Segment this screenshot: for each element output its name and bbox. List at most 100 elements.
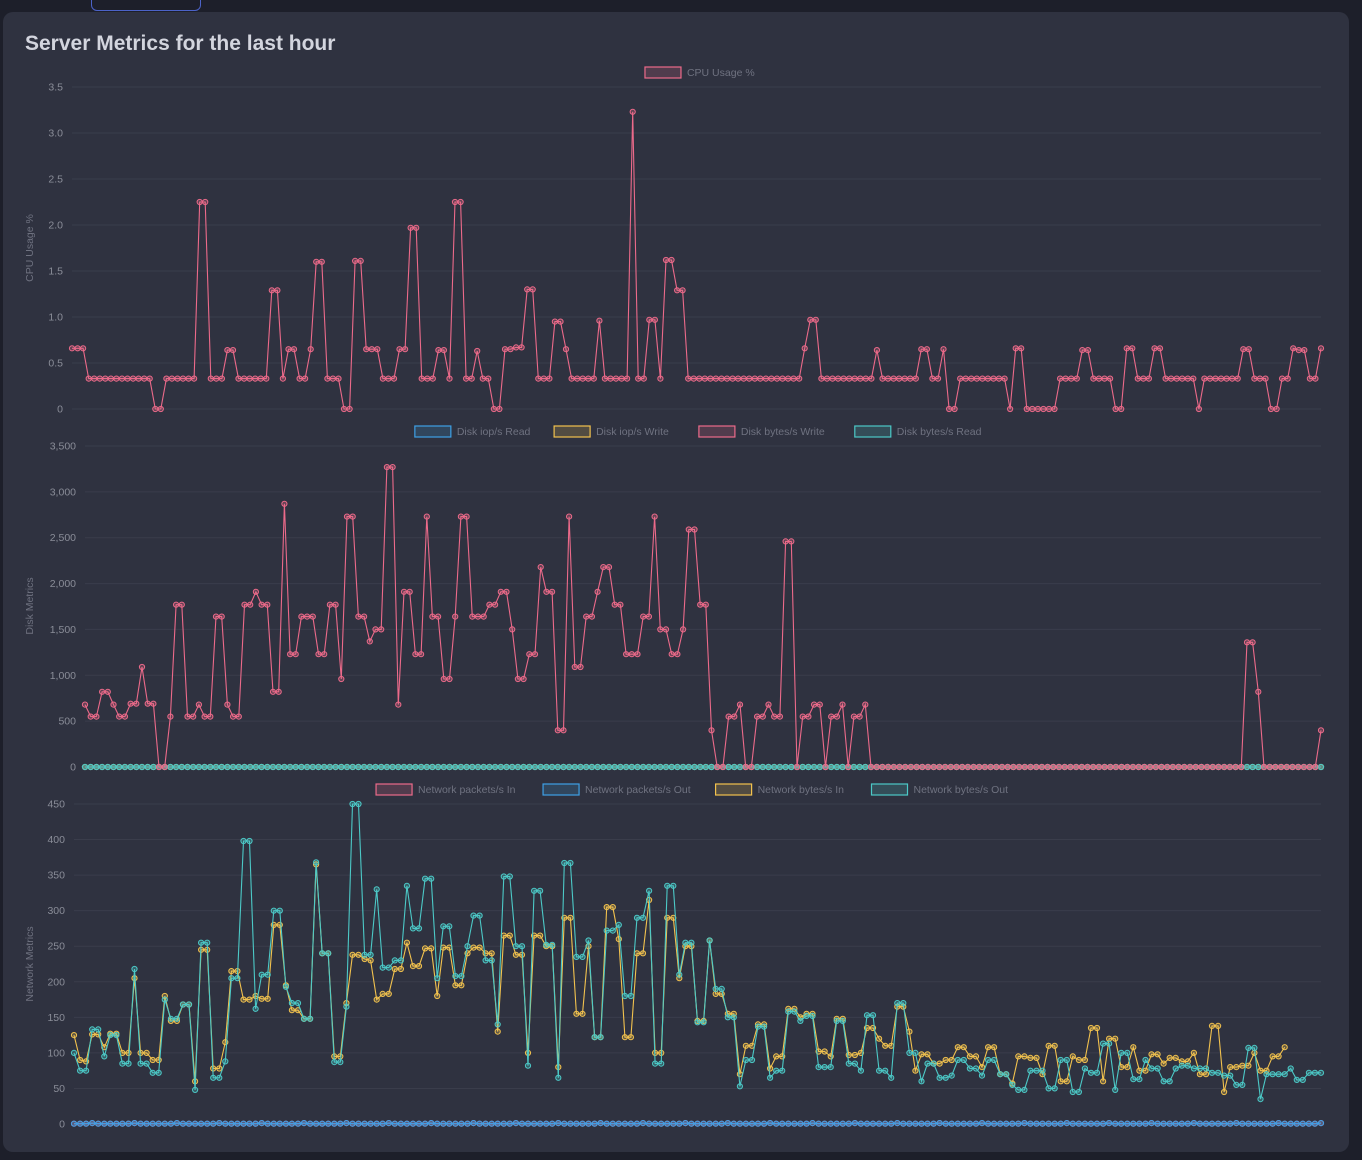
data-point[interactable] <box>657 626 664 633</box>
data-point[interactable] <box>269 763 277 771</box>
data-point[interactable] <box>96 375 103 382</box>
data-point[interactable] <box>93 763 100 771</box>
data-point[interactable] <box>89 1120 96 1127</box>
data-point[interactable] <box>771 763 778 771</box>
data-point[interactable] <box>801 345 808 352</box>
data-point[interactable] <box>1073 375 1080 382</box>
data-point[interactable] <box>773 375 781 382</box>
data-point[interactable] <box>840 375 847 382</box>
data-point[interactable] <box>845 1120 852 1127</box>
data-point[interactable] <box>596 317 603 324</box>
data-point[interactable] <box>429 763 436 771</box>
data-point[interactable] <box>742 1120 750 1127</box>
data-point[interactable] <box>137 1120 144 1127</box>
data-point[interactable] <box>113 375 120 382</box>
data-point[interactable] <box>577 663 584 671</box>
data-point[interactable] <box>1015 1053 1022 1060</box>
data-point[interactable] <box>863 1012 871 1019</box>
data-point[interactable] <box>269 688 277 695</box>
data-point[interactable] <box>179 1001 187 1008</box>
data-point[interactable] <box>779 1067 786 1074</box>
data-point[interactable] <box>1287 1065 1294 1072</box>
data-point[interactable] <box>107 1032 114 1039</box>
data-point[interactable] <box>400 763 408 771</box>
data-point[interactable] <box>121 713 129 720</box>
data-point[interactable] <box>651 316 659 323</box>
data-point[interactable] <box>621 1034 629 1041</box>
data-point[interactable] <box>664 914 671 921</box>
data-point[interactable] <box>884 375 892 382</box>
data-point[interactable] <box>1233 1064 1240 1071</box>
data-point[interactable] <box>888 1042 895 1049</box>
data-point[interactable] <box>403 882 410 889</box>
data-point[interactable] <box>531 763 539 771</box>
data-point[interactable] <box>509 763 516 771</box>
data-point[interactable] <box>623 651 630 658</box>
data-point[interactable] <box>1148 1051 1155 1058</box>
data-point[interactable] <box>1003 1120 1010 1127</box>
data-point[interactable] <box>292 763 299 771</box>
data-point[interactable] <box>1129 763 1137 771</box>
data-point[interactable] <box>383 763 390 771</box>
data-point[interactable] <box>1233 1120 1240 1127</box>
data-point[interactable] <box>113 1032 120 1039</box>
data-point[interactable] <box>633 1120 641 1127</box>
data-point[interactable] <box>195 763 202 771</box>
data-point[interactable] <box>1027 1054 1034 1062</box>
data-point[interactable] <box>1051 1085 1058 1092</box>
data-point[interactable] <box>827 1120 834 1127</box>
data-point[interactable] <box>372 626 379 633</box>
data-point[interactable] <box>1057 375 1064 382</box>
data-point[interactable] <box>863 1120 871 1127</box>
data-point[interactable] <box>1263 1071 1270 1078</box>
data-point[interactable] <box>901 375 908 382</box>
data-point[interactable] <box>1009 1120 1016 1127</box>
data-point[interactable] <box>573 1120 580 1127</box>
data-point[interactable] <box>1154 1065 1161 1072</box>
data-point[interactable] <box>730 1014 737 1021</box>
data-point[interactable] <box>706 937 713 944</box>
data-point[interactable] <box>281 500 288 507</box>
data-point[interactable] <box>754 1023 762 1030</box>
data-point[interactable] <box>1027 1067 1034 1074</box>
data-point[interactable] <box>1229 375 1236 382</box>
data-point[interactable] <box>543 763 550 771</box>
data-point[interactable] <box>1269 1071 1276 1078</box>
data-point[interactable] <box>116 713 123 720</box>
data-point[interactable] <box>702 601 709 608</box>
data-point[interactable] <box>150 763 157 771</box>
data-point[interactable] <box>868 375 875 382</box>
data-point[interactable] <box>488 950 495 957</box>
data-point[interactable] <box>1215 1120 1222 1127</box>
data-point[interactable] <box>1093 1069 1101 1076</box>
data-point[interactable] <box>912 1049 919 1057</box>
data-point[interactable] <box>246 996 253 1003</box>
data-point[interactable] <box>294 1120 302 1127</box>
data-point[interactable] <box>936 1120 943 1127</box>
data-point[interactable] <box>585 1120 592 1127</box>
data-point[interactable] <box>85 375 92 382</box>
data-point[interactable] <box>224 763 231 771</box>
data-point[interactable] <box>984 375 992 382</box>
data-point[interactable] <box>415 925 423 932</box>
data-point[interactable] <box>1009 1081 1016 1089</box>
data-point[interactable] <box>304 763 311 771</box>
data-point[interactable] <box>1281 1120 1288 1127</box>
data-point[interactable] <box>458 973 465 980</box>
data-point[interactable] <box>282 983 289 990</box>
data-point[interactable] <box>201 763 208 771</box>
data-point[interactable] <box>434 992 441 1000</box>
data-point[interactable] <box>201 713 208 720</box>
data-point[interactable] <box>668 256 675 264</box>
data-point[interactable] <box>315 763 322 771</box>
data-point[interactable] <box>1262 375 1269 382</box>
data-point[interactable] <box>633 914 641 921</box>
data-point[interactable] <box>1034 405 1042 413</box>
data-point[interactable] <box>1178 1058 1185 1065</box>
data-point[interactable] <box>701 375 708 382</box>
data-point[interactable] <box>74 345 81 352</box>
data-point[interactable] <box>409 963 417 970</box>
data-point[interactable] <box>627 1120 635 1127</box>
data-point[interactable] <box>428 1120 435 1127</box>
data-point[interactable] <box>270 1120 277 1127</box>
